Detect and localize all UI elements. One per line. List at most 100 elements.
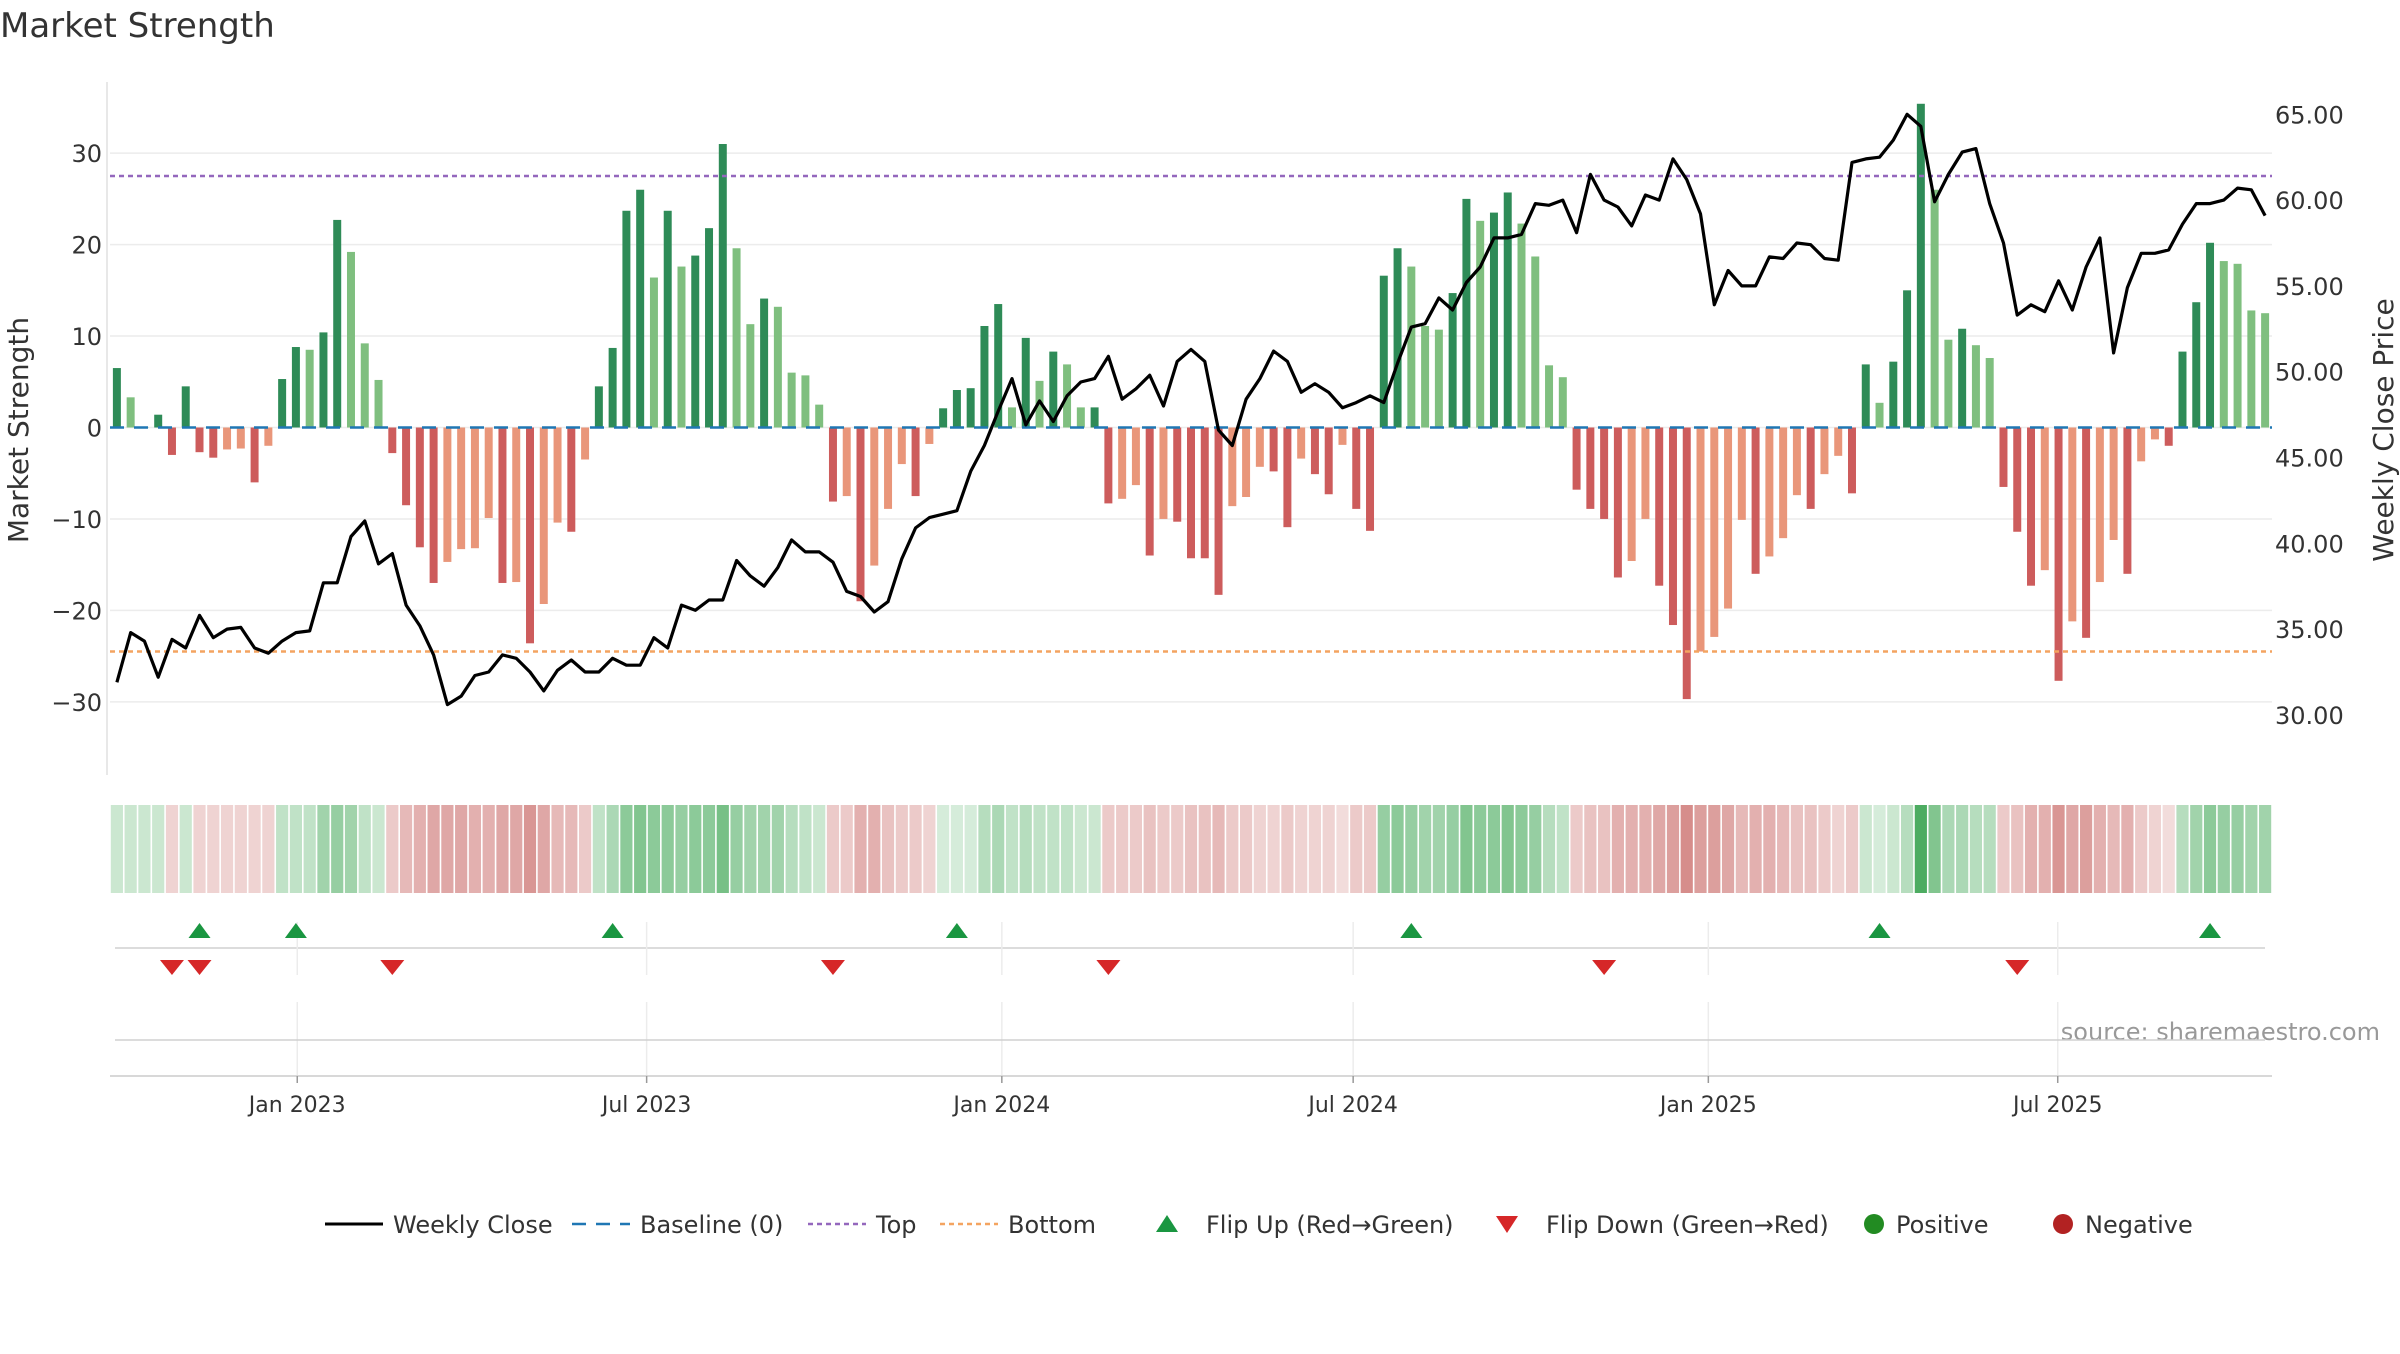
strength-bar	[1903, 290, 1912, 428]
legend-item: Flip Up (Red→Green)	[1156, 1211, 1454, 1239]
strength-band-cell	[358, 805, 371, 893]
strength-bar	[1434, 329, 1443, 428]
strength-band-cell	[138, 805, 151, 893]
y-tick-label-right: 35.00	[2275, 616, 2344, 644]
legend-item: Bottom	[940, 1211, 1096, 1239]
strength-bar	[1737, 427, 1746, 520]
flip-up-marker	[1868, 923, 1891, 938]
strength-band-cell	[496, 805, 509, 893]
strength-bar	[649, 277, 658, 428]
strength-bar	[154, 414, 163, 428]
legend-label: Weekly Close	[393, 1211, 553, 1239]
strength-band-cell	[923, 805, 936, 893]
strength-band-cell	[1088, 805, 1101, 893]
strength-bar	[1999, 427, 2008, 487]
strength-band-cell	[303, 805, 316, 893]
strength-band-cell	[675, 805, 688, 893]
strength-bar	[897, 427, 906, 465]
strength-bar	[1021, 337, 1030, 428]
strength-bar	[705, 228, 714, 428]
strength-bar	[980, 325, 989, 428]
strength-bar	[1600, 427, 1609, 519]
strength-band-cell	[758, 805, 771, 893]
strength-band-cell	[468, 805, 482, 893]
strength-bar	[512, 427, 521, 583]
strength-band-cell	[2135, 805, 2148, 893]
strength-bar	[2219, 261, 2228, 428]
strength-bar	[498, 427, 507, 583]
strength-bar	[1118, 427, 1127, 499]
strength-bar	[581, 427, 590, 460]
strength-bar	[787, 372, 796, 428]
strength-band-cell	[1419, 805, 1432, 893]
strength-band-cell	[248, 805, 261, 893]
strength-bar	[1958, 328, 1967, 428]
strength-bar	[636, 189, 645, 428]
strength-bar	[1007, 407, 1016, 428]
legend-item: Negative	[2053, 1211, 2193, 1239]
strength-band-cell	[785, 805, 798, 893]
strength-band-cell	[840, 805, 853, 893]
strength-bar	[594, 386, 603, 428]
strength-bar	[2123, 427, 2132, 574]
strength-bar	[2178, 351, 2187, 428]
strength-band-cell	[1363, 805, 1377, 893]
strength-bar	[236, 427, 245, 449]
strength-band-cell	[1556, 805, 1569, 893]
strength-bar	[884, 427, 893, 509]
strength-band-cell	[2231, 805, 2244, 893]
strength-bar	[181, 386, 190, 428]
strength-band-cell	[2080, 805, 2093, 893]
strength-band-cell	[386, 805, 399, 893]
y-tick-label-left: −20	[51, 597, 102, 625]
strength-band-cell	[606, 805, 619, 893]
strength-band-cell	[909, 805, 922, 893]
strength-bar	[911, 427, 920, 497]
strength-band-cell	[895, 805, 908, 893]
strength-bar	[925, 427, 934, 444]
strength-band-cell	[207, 805, 220, 893]
strength-bar	[622, 210, 631, 428]
strength-bar	[1916, 103, 1925, 428]
strength-band-cell	[1598, 805, 1611, 893]
strength-bar	[305, 349, 314, 428]
strength-band-cell	[1212, 805, 1225, 893]
strength-band-cell	[537, 805, 550, 893]
strength-band-cell	[1047, 805, 1060, 893]
y-tick-label-left: −30	[51, 689, 102, 717]
strength-bar	[526, 427, 534, 644]
strength-bar	[1228, 427, 1237, 507]
strength-band-cell	[1942, 805, 1955, 893]
flip-up-marker	[2199, 923, 2222, 938]
strength-bar	[1682, 427, 1691, 700]
strength-bar	[2192, 302, 2201, 428]
strength-band-cell	[647, 805, 661, 893]
strength-bar	[1806, 427, 1815, 509]
strength-bar	[1379, 275, 1388, 428]
strength-band-cell	[730, 805, 743, 893]
strength-bar	[2054, 427, 2063, 681]
strength-band-cell	[1708, 805, 1721, 893]
strength-band-cell	[2024, 805, 2038, 893]
x-tick-label: Jan 2023	[247, 1093, 346, 1118]
strength-bar	[1159, 427, 1168, 519]
strength-bar	[2027, 427, 2036, 586]
strength-band-cell	[1267, 805, 1280, 893]
strength-bar	[1242, 427, 1251, 497]
strength-band-cell	[661, 805, 674, 893]
strength-band-cell	[372, 805, 385, 893]
strength-band-cell	[1171, 805, 1184, 893]
strength-band-cell	[565, 805, 578, 893]
strength-band-cell	[1308, 805, 1322, 893]
strength-band-cell	[1694, 805, 1707, 893]
strength-band-cell	[110, 805, 123, 893]
strength-bar	[567, 427, 576, 532]
legend-swatch	[1156, 1215, 1178, 1232]
strength-bar	[815, 404, 824, 428]
strength-band-cell	[1914, 805, 1927, 893]
y-tick-label-right: 40.00	[2275, 530, 2344, 558]
strength-bar	[1627, 427, 1636, 562]
strength-band-cell	[124, 805, 137, 893]
strength-band-cell	[1474, 805, 1487, 893]
strength-bar	[1407, 266, 1416, 428]
